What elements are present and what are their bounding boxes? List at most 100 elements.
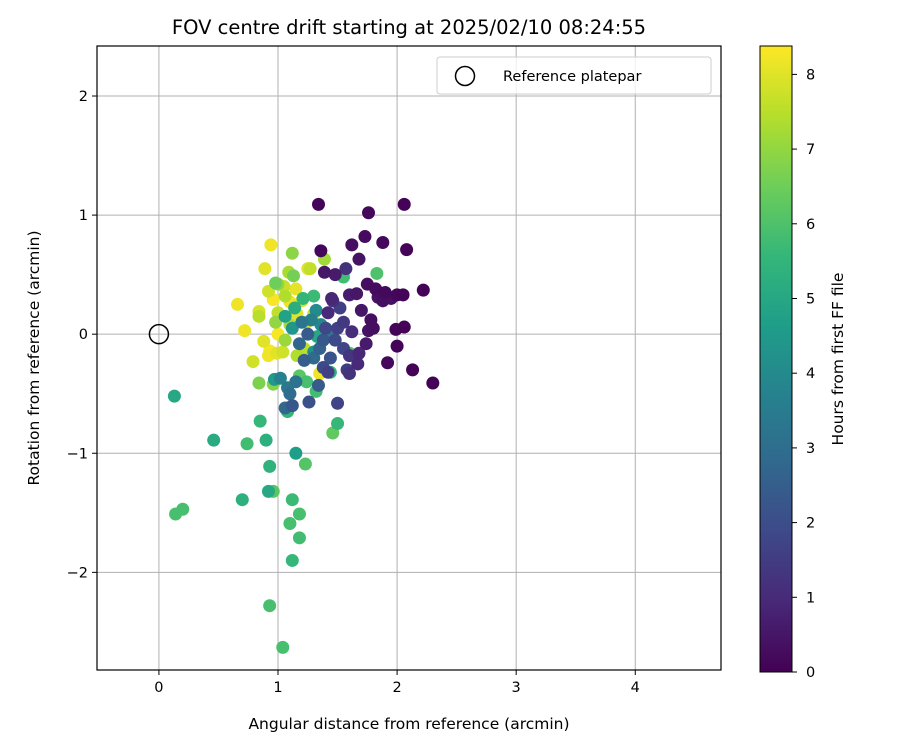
x-tick-label: 0 xyxy=(154,680,163,696)
chart-title: FOV centre drift starting at 2025/02/10 … xyxy=(172,16,646,39)
data-point xyxy=(416,283,430,297)
data-point xyxy=(231,297,245,311)
colorbar-ticks: 0 1 2 3 4 5 6 7 8 xyxy=(792,67,815,681)
data-point xyxy=(301,327,315,341)
data-point xyxy=(285,493,299,507)
data-point xyxy=(276,640,290,654)
y-tick-label: 1 xyxy=(79,208,88,224)
data-point xyxy=(269,276,283,290)
colorbar-label: Hours from first FF file xyxy=(829,273,847,446)
data-point xyxy=(319,321,333,335)
data-point xyxy=(350,287,364,301)
data-point xyxy=(321,365,335,379)
x-tick-label: 3 xyxy=(512,680,521,696)
data-point xyxy=(278,289,292,303)
colorbar-tick-label: 6 xyxy=(806,217,815,233)
data-point xyxy=(253,414,267,428)
axis-ticks: 0 1 2 3 4 −2 −1 0 1 2 xyxy=(67,89,640,696)
legend-label: Reference platepar xyxy=(503,69,641,85)
colorbar-frame xyxy=(759,45,793,673)
legend-box xyxy=(436,56,712,95)
x-tick-label: 2 xyxy=(392,680,401,696)
data-point xyxy=(269,315,283,329)
data-point xyxy=(285,553,299,567)
colorbar-tick-label: 1 xyxy=(806,590,815,606)
data-point xyxy=(317,265,331,279)
data-point xyxy=(252,309,266,323)
data-point xyxy=(321,306,335,320)
data-point xyxy=(331,416,345,430)
data-point xyxy=(176,502,190,516)
data-point xyxy=(311,197,325,211)
data-point xyxy=(381,356,395,370)
data-point xyxy=(207,433,221,447)
data-point xyxy=(289,282,303,296)
data-point xyxy=(351,357,365,371)
data-point xyxy=(292,507,306,521)
data-point xyxy=(300,375,314,389)
colorbar-tick-label: 0 xyxy=(806,665,815,681)
data-point xyxy=(278,333,292,347)
data-point xyxy=(390,339,404,353)
grid-lines xyxy=(97,46,721,670)
data-point xyxy=(316,333,330,347)
data-point xyxy=(397,197,411,211)
colorbar-tick-label: 7 xyxy=(806,142,815,158)
plot-frame xyxy=(96,45,722,671)
data-point xyxy=(325,291,339,305)
data-point xyxy=(295,315,309,329)
data-point xyxy=(278,309,292,323)
data-point xyxy=(261,484,275,498)
data-point xyxy=(362,206,376,220)
data-point xyxy=(359,337,373,351)
y-tick-label: −1 xyxy=(67,446,88,462)
data-point xyxy=(292,337,306,351)
data-point xyxy=(396,288,410,302)
data-point xyxy=(337,315,351,329)
data-point xyxy=(331,396,345,410)
data-point xyxy=(358,230,372,244)
data-point xyxy=(273,371,287,385)
data-point xyxy=(370,266,384,280)
data-point xyxy=(235,493,249,507)
data-point xyxy=(328,333,342,347)
data-point xyxy=(264,238,278,252)
colorbar: 0 1 2 3 4 5 6 7 8 Hours from first FF file xyxy=(759,45,847,681)
data-point xyxy=(289,446,303,460)
data-point xyxy=(240,437,254,451)
x-tick-label: 4 xyxy=(631,680,640,696)
data-point xyxy=(323,351,337,365)
colorbar-tick-label: 2 xyxy=(806,516,815,532)
colorbar-tick-label: 5 xyxy=(806,291,815,307)
data-point xyxy=(289,375,303,389)
colorbar-tick-label: 4 xyxy=(806,366,815,382)
data-point xyxy=(345,238,359,252)
data-point xyxy=(314,244,328,258)
data-point xyxy=(167,389,181,403)
data-point xyxy=(258,262,272,276)
y-axis-label: Rotation from reference (arcmin) xyxy=(25,230,43,485)
data-point xyxy=(345,325,359,339)
legend: Reference platepar xyxy=(436,56,712,95)
y-tick-label: 2 xyxy=(79,89,88,105)
data-point xyxy=(352,252,366,266)
data-points xyxy=(167,197,440,654)
data-point xyxy=(354,303,368,317)
data-point xyxy=(257,334,271,348)
data-point xyxy=(378,286,392,300)
data-point xyxy=(285,246,299,260)
data-point xyxy=(352,346,366,360)
data-point xyxy=(397,320,411,334)
data-point xyxy=(259,433,273,447)
y-tick-label: −2 xyxy=(67,565,88,581)
data-point xyxy=(285,399,299,413)
x-axis-label: Angular distance from reference (arcmin) xyxy=(248,715,569,733)
data-point xyxy=(376,235,390,249)
data-point xyxy=(246,355,260,369)
data-point xyxy=(283,387,297,401)
legend-marker-open-circle xyxy=(454,65,476,87)
reference-marker xyxy=(148,323,170,345)
data-point xyxy=(296,291,310,305)
data-point xyxy=(303,262,317,276)
